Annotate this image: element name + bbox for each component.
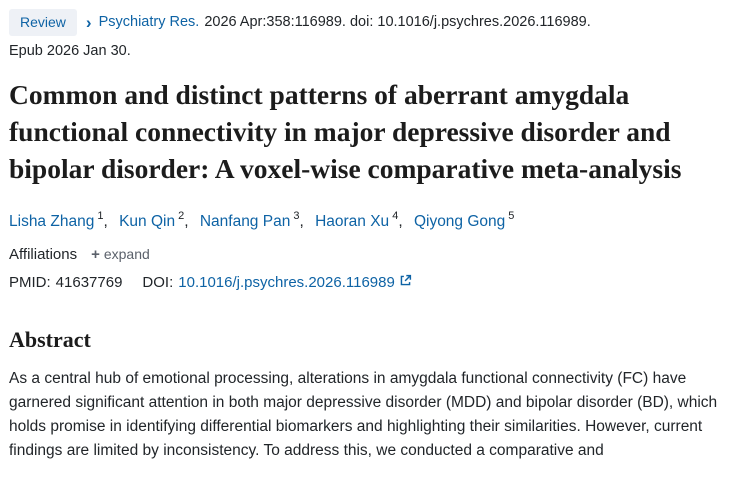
author-link[interactable]: Nanfang Pan [199,212,291,230]
abstract-text: As a central hub of emotional processing… [9,369,718,459]
article-page: Review › Psychiatry Res. 2026 Apr:358:11… [9,9,738,459]
author-link[interactable]: Lisha Zhang [9,212,95,230]
author-link[interactable]: Qiyong Gong [413,212,506,230]
author-item: Nanfang Pan 3, [199,210,304,230]
author-item: Haoran Xu 4, [315,210,403,230]
expand-affiliations-button[interactable]: + expand [91,246,150,263]
author-affiliation-sup: 3 [293,210,300,223]
publication-type-chip[interactable]: Review [9,9,77,36]
citation-bar: Review › Psychiatry Res. 2026 Apr:358:11… [9,9,738,36]
author-link[interactable]: Haoran Xu [315,212,390,230]
external-link-icon [399,274,412,291]
author-separator: , [398,212,403,230]
authors-list: Lisha Zhang 1, Kun Qin 2, Nanfang Pan 3, Ha… [9,210,738,230]
author-affiliation-sup: 2 [178,210,185,223]
author-item: Lisha Zhang 1, [9,210,108,230]
author-affiliation-sup: 4 [392,210,399,223]
article-title: Common and distinct patterns of aberrant… [9,79,682,185]
journal-link[interactable]: Psychiatry Res. [98,14,200,30]
author-separator: , [299,212,304,230]
author-affiliation-sup: 5 [508,210,515,223]
identifiers-row: PMID: 41637769 DOI: 10.1016/j.psychres.2… [9,274,738,291]
affiliations-row: Affiliations + expand [9,246,738,263]
author-separator: , [184,212,189,230]
author-link[interactable]: Kun Qin [119,212,176,230]
doi-link[interactable]: 10.1016/j.psychres.2026.116989 [178,273,395,291]
abstract-heading: Abstract [9,326,91,352]
pmid-value: 41637769 [55,273,123,291]
chevron-right-icon: › [85,13,92,32]
author-item: Kun Qin 2, [119,210,189,230]
expand-label: expand [103,246,150,263]
author-item: Qiyong Gong 5 [413,210,515,230]
author-separator: , [103,212,108,230]
pmid-label: PMID: [9,273,51,291]
plus-icon: + [91,245,100,263]
doi-label: DOI: [142,273,174,291]
author-affiliation-sup: 1 [97,210,104,223]
citation-text: 2026 Apr:358:116989. doi: 10.1016/j.psyc… [204,14,591,30]
affiliations-label: Affiliations [9,245,78,263]
epub-date: Epub 2026 Jan 30. [9,43,131,59]
